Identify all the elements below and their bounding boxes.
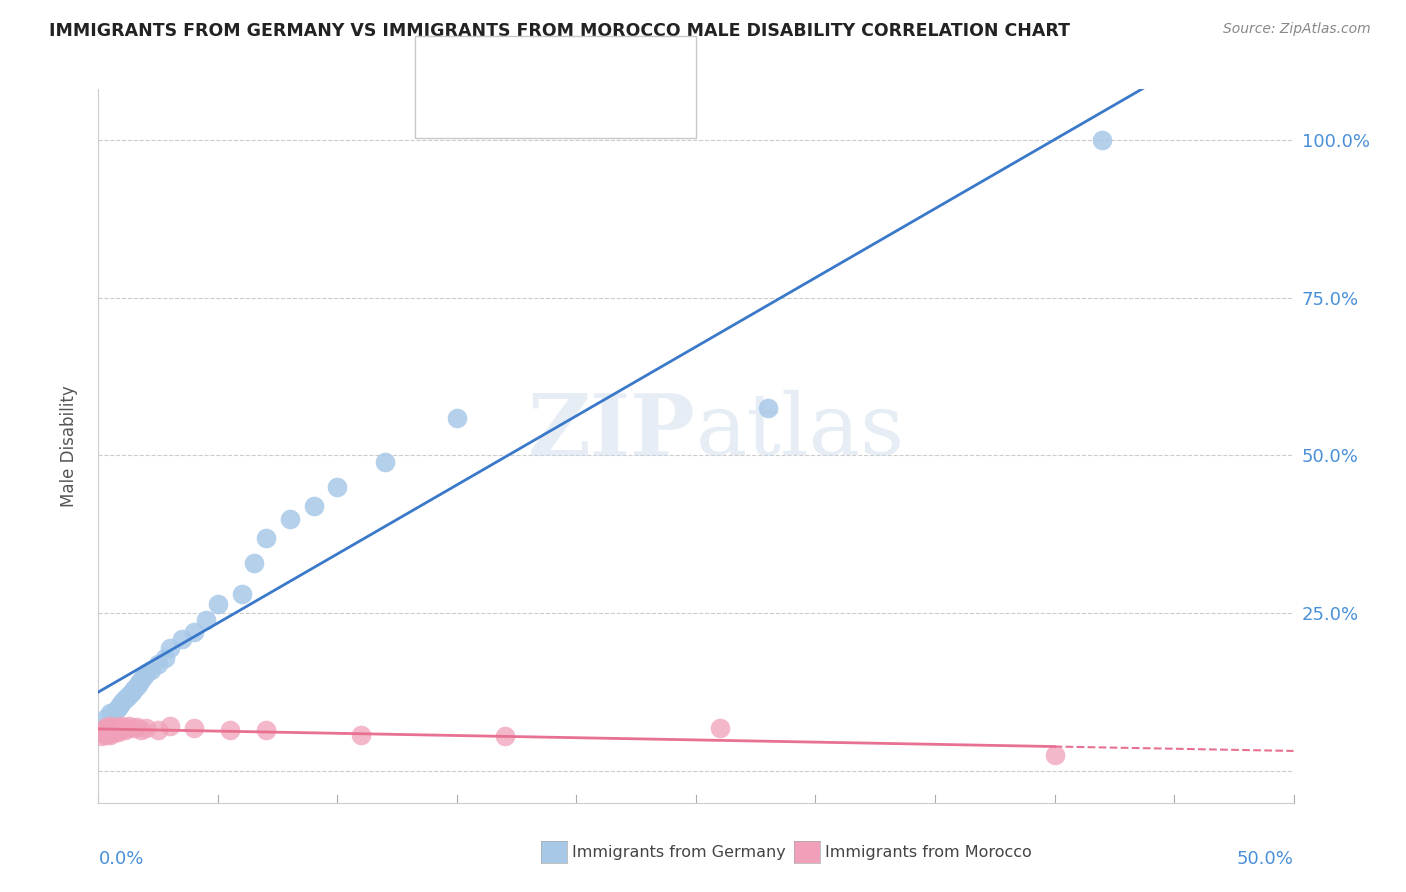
Point xyxy=(124,721,146,735)
Text: 0.0%: 0.0% xyxy=(98,850,143,868)
Point xyxy=(94,720,117,734)
Point xyxy=(132,669,155,683)
Point xyxy=(97,725,120,739)
Point xyxy=(195,613,218,627)
Point xyxy=(98,719,122,733)
Point xyxy=(756,401,779,416)
Point xyxy=(183,721,205,735)
Point xyxy=(111,695,134,709)
Point xyxy=(183,625,205,640)
Point xyxy=(207,597,229,611)
Point xyxy=(107,701,129,715)
Text: 50.0%: 50.0% xyxy=(1237,850,1294,868)
Point xyxy=(114,723,136,737)
Point xyxy=(243,556,266,570)
Point xyxy=(108,698,131,712)
Point xyxy=(148,723,170,738)
Point xyxy=(104,704,127,718)
Point xyxy=(135,721,157,735)
Point xyxy=(159,719,181,733)
Point xyxy=(125,720,148,734)
Point xyxy=(131,723,153,737)
Point xyxy=(101,721,124,735)
Point xyxy=(98,723,122,738)
Point xyxy=(115,690,138,704)
Point xyxy=(374,455,396,469)
Point xyxy=(121,685,143,699)
Point xyxy=(326,480,349,494)
Point xyxy=(172,632,194,646)
Text: ZIP: ZIP xyxy=(529,390,696,474)
Point xyxy=(118,719,141,733)
Point xyxy=(94,728,117,742)
Point xyxy=(118,689,141,703)
Point xyxy=(302,499,325,513)
Point xyxy=(104,724,127,739)
Point xyxy=(446,410,468,425)
Point xyxy=(101,726,124,740)
Text: Source: ZipAtlas.com: Source: ZipAtlas.com xyxy=(1223,22,1371,37)
Point xyxy=(115,721,138,735)
Point xyxy=(709,721,731,735)
Point xyxy=(107,720,129,734)
Point xyxy=(111,719,134,733)
Point xyxy=(148,657,170,671)
Text: atlas: atlas xyxy=(696,390,905,474)
Point xyxy=(124,682,146,697)
Point xyxy=(139,663,162,677)
Point xyxy=(107,725,129,739)
Text: R = -0.147   N = 35: R = -0.147 N = 35 xyxy=(465,99,636,117)
Point xyxy=(97,721,120,735)
Text: Immigrants from Germany: Immigrants from Germany xyxy=(572,845,786,860)
Point xyxy=(231,587,253,601)
Point xyxy=(108,723,131,738)
Point xyxy=(128,675,150,690)
Point xyxy=(98,728,122,742)
Point xyxy=(91,723,114,738)
Point xyxy=(104,720,127,734)
Point xyxy=(131,673,153,687)
Point xyxy=(111,721,134,735)
Point xyxy=(98,706,122,720)
Point xyxy=(1091,133,1114,147)
Text: Immigrants from Morocco: Immigrants from Morocco xyxy=(825,845,1032,860)
Point xyxy=(155,650,177,665)
Point xyxy=(159,641,181,656)
Point xyxy=(219,723,242,738)
Point xyxy=(114,691,136,706)
Point xyxy=(125,679,148,693)
Y-axis label: Male Disability: Male Disability xyxy=(59,385,77,507)
Point xyxy=(94,710,117,724)
Point xyxy=(494,730,516,744)
Point xyxy=(91,726,114,740)
Point xyxy=(254,531,277,545)
Point xyxy=(278,511,301,525)
Point xyxy=(90,730,112,744)
Point xyxy=(135,666,157,681)
Text: R =  0.699   N = 34: R = 0.699 N = 34 xyxy=(465,48,636,66)
Point xyxy=(254,723,277,738)
Text: IMMIGRANTS FROM GERMANY VS IMMIGRANTS FROM MOROCCO MALE DISABILITY CORRELATION C: IMMIGRANTS FROM GERMANY VS IMMIGRANTS FR… xyxy=(49,22,1070,40)
Point xyxy=(1043,748,1066,763)
Point xyxy=(350,728,373,742)
